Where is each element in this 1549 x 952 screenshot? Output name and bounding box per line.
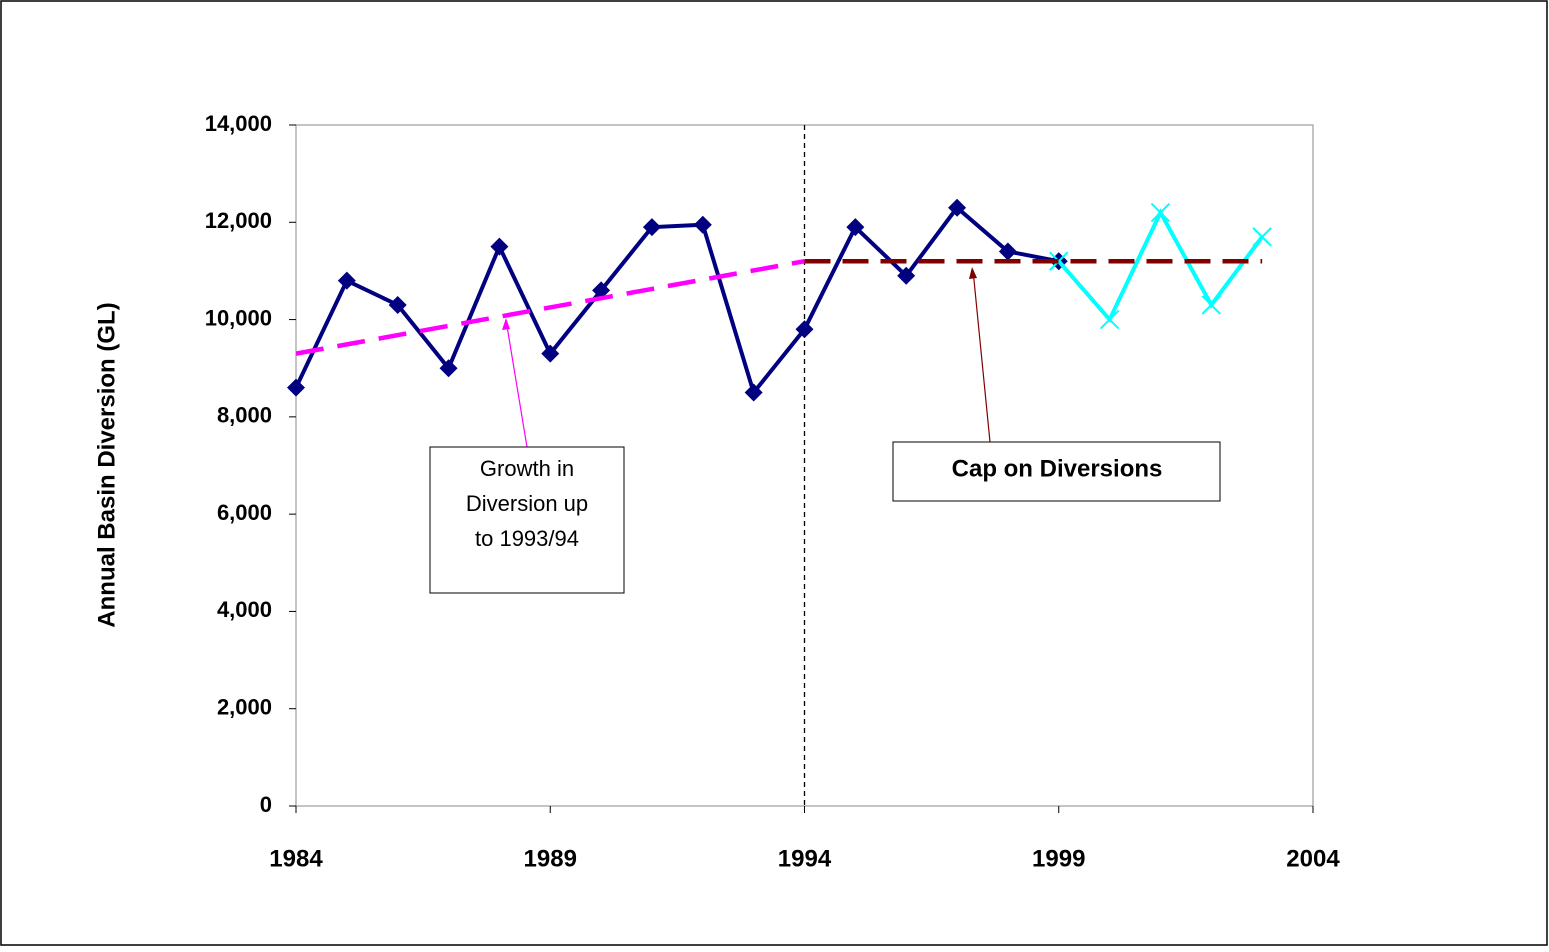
marker bbox=[846, 218, 865, 237]
annotation-text: to 1993/94 bbox=[475, 526, 579, 551]
y-tick-label: 0 bbox=[260, 792, 272, 817]
marker bbox=[287, 378, 305, 397]
marker bbox=[592, 281, 611, 300]
marker bbox=[693, 215, 712, 234]
marker bbox=[1049, 251, 1069, 271]
y-tick-label: 10,000 bbox=[205, 305, 272, 330]
y-tick-label: 4,000 bbox=[217, 597, 272, 622]
annotation-box bbox=[429, 446, 625, 594]
marker bbox=[948, 198, 967, 217]
annotation-text: Diversion up bbox=[466, 491, 588, 516]
x-tick-label: 1999 bbox=[1032, 845, 1085, 872]
y-tick-label: 12,000 bbox=[205, 208, 272, 233]
annotation-text: Growth in bbox=[480, 456, 574, 481]
annotation-arrowhead bbox=[502, 318, 510, 330]
marker bbox=[795, 320, 814, 339]
marker bbox=[642, 218, 661, 237]
y-tick-label: 6,000 bbox=[217, 500, 272, 525]
marker bbox=[541, 344, 560, 363]
series-line bbox=[294, 204, 1060, 397]
marker bbox=[337, 271, 356, 290]
marker bbox=[1201, 295, 1222, 315]
marker bbox=[744, 383, 763, 402]
y-axis-title: Annual Basin Diversion (GL) bbox=[93, 302, 120, 627]
annotation-arrowhead bbox=[969, 267, 977, 279]
marker bbox=[388, 295, 407, 314]
annotation-arrow bbox=[972, 269, 991, 443]
x-tick-label: 1989 bbox=[524, 845, 577, 872]
x-tick-label: 1994 bbox=[778, 845, 832, 872]
y-tick-label: 8,000 bbox=[217, 403, 272, 428]
marker bbox=[1252, 227, 1272, 247]
marker bbox=[1099, 309, 1120, 330]
annotation-arrow bbox=[505, 319, 528, 448]
x-tick-label: 2004 bbox=[1286, 845, 1340, 872]
marker bbox=[439, 359, 458, 378]
marker bbox=[897, 266, 916, 285]
marker bbox=[1150, 202, 1171, 223]
marker bbox=[998, 242, 1017, 261]
marker bbox=[490, 237, 509, 256]
series-line bbox=[295, 258, 805, 356]
y-tick-label: 2,000 bbox=[217, 695, 272, 720]
y-tick-label: 14,000 bbox=[205, 111, 272, 136]
annotation-box bbox=[892, 441, 1221, 502]
annotation-text: Cap on Diversions bbox=[952, 455, 1163, 482]
x-tick-label: 1984 bbox=[269, 845, 323, 872]
